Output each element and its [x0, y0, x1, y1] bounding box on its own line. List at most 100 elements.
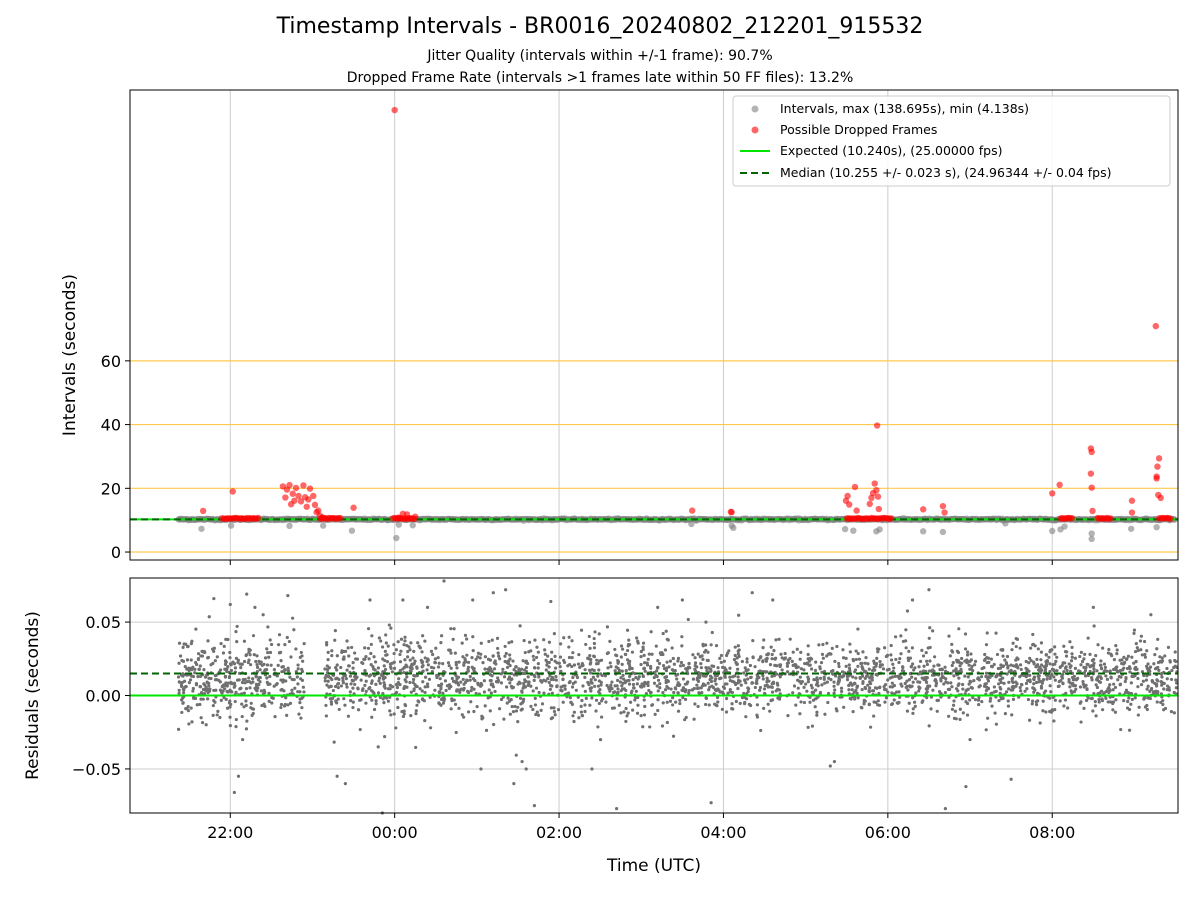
residual-point [829, 678, 833, 682]
residual-point [454, 730, 458, 735]
residual-point [211, 703, 215, 708]
dropped-frame-point [853, 507, 860, 514]
residual-point [637, 675, 641, 679]
residual-point [1173, 650, 1177, 654]
residual-point [550, 716, 555, 720]
residual-point [856, 651, 860, 656]
residual-point [513, 704, 517, 709]
residual-point [1048, 676, 1052, 680]
residual-point [955, 669, 959, 674]
residual-point [297, 712, 301, 716]
residual-point [1042, 665, 1046, 669]
residual-point [656, 708, 660, 713]
residual-point [1072, 674, 1076, 678]
residual-point [278, 650, 282, 655]
residual-point [656, 605, 660, 609]
residual-point [833, 659, 837, 664]
residual-point [506, 696, 510, 700]
dropped-frame-point [1152, 322, 1160, 330]
residual-point [680, 635, 684, 639]
residual-point [234, 690, 238, 694]
residual-point [552, 632, 556, 636]
residual-point [185, 658, 190, 662]
residual-point [1127, 728, 1132, 732]
residual-point [358, 727, 362, 732]
residual-point [463, 658, 467, 662]
residual-point [823, 681, 827, 685]
residual-point [247, 676, 251, 680]
residual-point [533, 638, 537, 642]
residual-point [179, 684, 184, 688]
residual-point [333, 629, 337, 633]
residual-point [405, 643, 409, 648]
residual-point [888, 676, 892, 680]
residual-point [473, 679, 477, 683]
residual-point [415, 703, 419, 707]
residual-point [1049, 690, 1053, 694]
residual-point [692, 686, 696, 691]
residual-point [990, 665, 994, 669]
residual-point [1001, 664, 1005, 669]
residual-point [1034, 680, 1039, 685]
dropped-frame-point [1088, 448, 1095, 456]
residual-point [678, 664, 683, 668]
residual-point [449, 707, 453, 711]
residual-point [693, 702, 697, 706]
residual-point [910, 598, 915, 602]
residual-point [567, 655, 572, 660]
residual-point [641, 674, 645, 678]
residual-point [663, 648, 668, 652]
residual-point [973, 698, 978, 702]
residual-point [484, 728, 489, 732]
residual-point [433, 688, 437, 692]
top-ytick-label: 40 [101, 416, 121, 435]
residual-point [423, 639, 427, 643]
residual-point [1162, 687, 1166, 691]
residual-point [670, 646, 674, 650]
residual-point [292, 628, 296, 632]
bottom-y-axis-label: Residuals (seconds) [23, 611, 43, 780]
residual-point [433, 657, 438, 661]
residual-point [792, 684, 797, 688]
residual-point [740, 659, 744, 664]
residual-point [704, 620, 708, 624]
residual-point [628, 667, 632, 671]
residual-point [1002, 681, 1006, 685]
residual-point [684, 715, 688, 720]
residual-point [1136, 676, 1140, 681]
dropped-frame-point [875, 505, 883, 513]
residual-point [842, 705, 846, 709]
residual-point [597, 668, 601, 672]
residual-point [1098, 680, 1102, 684]
residual-point [1094, 714, 1098, 718]
residual-point [665, 637, 669, 641]
residual-point [581, 684, 585, 688]
residual-point [634, 675, 638, 680]
x-axis-label: Time (UTC) [606, 856, 701, 876]
residual-point [743, 666, 747, 670]
residual-point [554, 674, 558, 679]
residual-point [299, 650, 303, 655]
residual-point [625, 658, 630, 662]
residual-point [810, 690, 814, 694]
residual-point [593, 630, 597, 634]
residual-point [798, 675, 802, 679]
residual-point [1156, 690, 1160, 694]
residual-point [860, 661, 864, 665]
residual-point [1115, 665, 1119, 669]
residual-point [1090, 676, 1094, 680]
residual-point [707, 688, 711, 692]
residual-point [187, 681, 191, 685]
residual-point [351, 666, 355, 670]
residual-point [325, 641, 329, 645]
residual-point [695, 683, 699, 687]
residual-point [878, 686, 882, 690]
residual-point [326, 658, 330, 662]
residual-point [1124, 657, 1129, 661]
bottom-ytick-label: −0.05 [72, 760, 121, 779]
residual-point [335, 701, 339, 705]
residual-point [751, 639, 755, 643]
residual-point [591, 675, 595, 679]
residual-point [924, 669, 928, 674]
residual-point [505, 701, 509, 705]
